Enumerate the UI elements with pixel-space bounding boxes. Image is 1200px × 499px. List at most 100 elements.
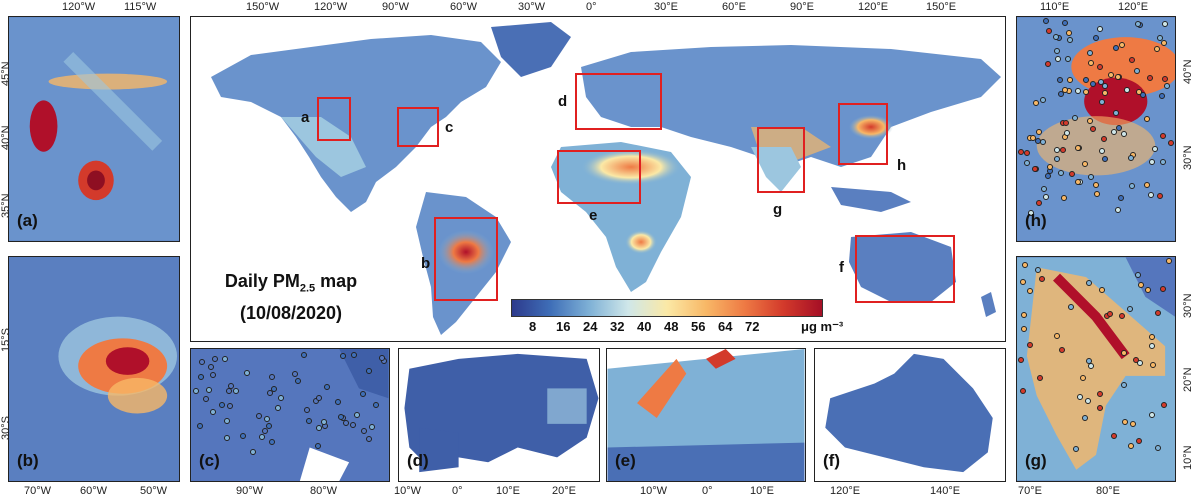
station-dot: [1144, 116, 1150, 122]
colorbar-tick: 40: [637, 319, 652, 334]
region-box-c[interactable]: [397, 107, 439, 147]
panel-a-top-tick-0: 120°W: [62, 1, 96, 13]
station-dot: [1063, 120, 1069, 126]
main-map-top-tick: 0°: [586, 1, 597, 13]
station-dot: [1150, 362, 1156, 368]
station-dot: [1043, 18, 1049, 24]
station-dot: [275, 405, 281, 411]
station-dot: [224, 435, 230, 441]
station-dot: [1099, 287, 1105, 293]
panel-h-right-tick-0: 40°N: [1182, 59, 1194, 84]
station-dot: [1162, 21, 1168, 27]
station-dot: [1161, 402, 1167, 408]
region-letter-d: d: [558, 93, 568, 110]
station-dot: [244, 370, 250, 376]
station-dot: [306, 418, 312, 424]
region-box-d[interactable]: [575, 73, 662, 130]
colorbar-tick: 48: [664, 319, 679, 334]
panel-g-right-tick-2: 10°N: [1182, 445, 1194, 470]
station-dot: [208, 364, 214, 370]
station-dot: [361, 428, 367, 434]
main-map-top-tick: 30°W: [518, 1, 546, 13]
panel-g-bottom-tick-0: 70°E: [1018, 485, 1042, 497]
panel-label-f: (f): [823, 451, 840, 470]
station-dot: [259, 434, 265, 440]
station-dot: [1077, 394, 1083, 400]
panel-b-bottom-tick-2: 50°W: [140, 485, 168, 497]
station-dot: [1118, 195, 1124, 201]
region-box-h[interactable]: [838, 103, 888, 165]
station-dot: [1136, 89, 1142, 95]
station-dot: [1162, 76, 1168, 82]
station-dot: [1062, 87, 1068, 93]
station-dot: [301, 352, 307, 358]
station-dot: [1083, 89, 1089, 95]
panel-d-bottom-tick-0: 10°W: [394, 485, 422, 497]
panel-c: (c): [190, 348, 390, 482]
station-dot: [1137, 360, 1143, 366]
station-dot: [1064, 130, 1070, 136]
station-dot: [1097, 405, 1103, 411]
world-landmass: [211, 22, 1001, 335]
panel-a-top-tick-1: 115°W: [124, 1, 157, 13]
station-dot: [1097, 64, 1103, 70]
region-box-b[interactable]: [434, 217, 498, 301]
station-dot: [1128, 443, 1134, 449]
station-dot: [1027, 288, 1033, 294]
station-dot: [1135, 272, 1141, 278]
station-dot: [366, 368, 372, 374]
station-dot: [1144, 182, 1150, 188]
panel-e-bottom-tick-2: 10°E: [750, 485, 774, 497]
station-dot: [1166, 258, 1172, 264]
station-dot: [324, 384, 330, 390]
station-dot: [267, 390, 273, 396]
station-dot: [222, 356, 228, 362]
station-dot: [1138, 282, 1144, 288]
panel-f: (f): [814, 348, 1006, 482]
station-dot: [1085, 398, 1091, 404]
panel-label-a: (a): [17, 211, 38, 230]
station-dot: [1119, 313, 1125, 319]
main-map-top-tick: 150°E: [926, 1, 957, 13]
panel-c-bottom-tick-1: 80°W: [310, 485, 338, 497]
station-dot: [1107, 311, 1113, 317]
station-dot: [1067, 37, 1073, 43]
region-box-a[interactable]: [317, 97, 351, 141]
panel-d-bottom-tick-1: 0°: [452, 485, 463, 497]
station-dot: [1075, 179, 1081, 185]
station-dot: [197, 423, 203, 429]
station-dot: [1102, 83, 1108, 89]
station-dot: [1040, 139, 1046, 145]
station-dot: [1088, 60, 1094, 66]
station-dot: [1145, 287, 1151, 293]
region-letter-g: g: [773, 201, 783, 218]
station-dot: [1021, 312, 1027, 318]
station-dot: [210, 409, 216, 415]
station-dot: [1058, 91, 1064, 97]
station-dot: [269, 439, 275, 445]
station-dot: [1097, 26, 1103, 32]
station-dot: [1155, 310, 1161, 316]
region-letter-f: f: [839, 259, 844, 276]
station-dot: [1124, 87, 1130, 93]
station-dot: [1083, 77, 1089, 83]
station-dot: [1080, 375, 1086, 381]
region-box-f[interactable]: [855, 235, 955, 303]
region-box-g[interactable]: [757, 127, 805, 193]
title-main: Daily PM: [224, 271, 300, 291]
panel-a-left-tick-0: 45°N: [0, 61, 12, 86]
station-dot: [1059, 347, 1065, 353]
station-dot: [1020, 388, 1026, 394]
station-dot: [1102, 156, 1108, 162]
station-dot: [1055, 56, 1061, 62]
station-dot: [193, 388, 199, 394]
panel-label-d: (d): [407, 451, 429, 470]
title-date: (10/08/2020): [239, 302, 343, 323]
station-dot: [1101, 136, 1107, 142]
station-dot: [1088, 174, 1094, 180]
main-map-top-ticks: 150°W 120°W 90°W 60°W 30°W 0° 30°E 60°E 90°E 120°…: [190, 0, 1006, 16]
region-box-e[interactable]: [557, 150, 641, 204]
station-dot: [1140, 92, 1146, 98]
station-dot: [1047, 164, 1053, 170]
station-dot: [1147, 75, 1153, 81]
